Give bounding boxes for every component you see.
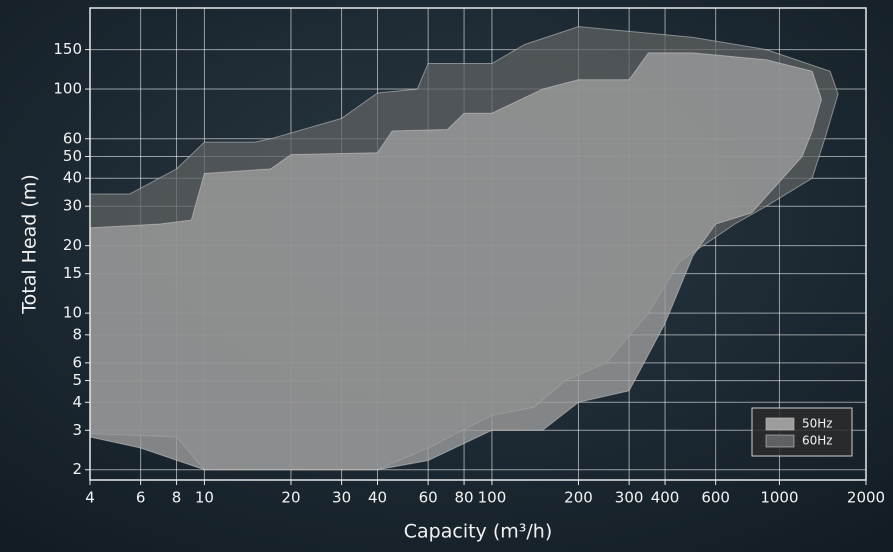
y-axis-title: Total Head (m) bbox=[19, 174, 41, 314]
areas bbox=[89, 26, 839, 471]
x-tick-label: 2000 bbox=[847, 489, 885, 507]
y-tick-label: 100 bbox=[53, 80, 82, 98]
legend-label: 50Hz bbox=[802, 417, 833, 431]
x-tick-label: 100 bbox=[478, 489, 507, 507]
x-tick-label: 40 bbox=[368, 489, 387, 507]
y-tick-label: 5 bbox=[72, 371, 82, 389]
y-tick-label: 15 bbox=[63, 264, 82, 282]
y-tick-label: 8 bbox=[72, 325, 82, 343]
y-tick-label: 60 bbox=[63, 129, 82, 147]
y-tick-label: 150 bbox=[53, 40, 82, 58]
ticks: 4 6 8 10 20 30 40 60 80 100 200 300 400 600 1000 200023… bbox=[53, 40, 885, 506]
y-tick-label: 2 bbox=[72, 460, 82, 478]
x-tick-label: 30 bbox=[332, 489, 351, 507]
x-tick-label: 4 bbox=[85, 489, 95, 507]
y-tick-label: 10 bbox=[63, 304, 82, 322]
x-axis-title: Capacity (m³/h) bbox=[404, 521, 552, 543]
y-tick-label: 50 bbox=[63, 147, 82, 165]
legend-box bbox=[751, 407, 853, 457]
x-tick-label: 600 bbox=[701, 489, 730, 507]
legend-swatch bbox=[765, 417, 795, 431]
y-tick-label: 6 bbox=[72, 353, 82, 371]
x-tick-label: 8 bbox=[172, 489, 182, 507]
coverage-area bbox=[89, 52, 823, 471]
x-tick-label: 10 bbox=[195, 489, 214, 507]
y-tick-label: 3 bbox=[72, 421, 82, 439]
y-tick-label: 4 bbox=[72, 393, 82, 411]
x-tick-label: 60 bbox=[419, 489, 438, 507]
x-tick-label: 20 bbox=[281, 489, 300, 507]
legend: 50Hz 60Hz bbox=[751, 407, 853, 457]
x-tick-label: 300 bbox=[615, 489, 644, 507]
legend-label: 60Hz bbox=[802, 434, 833, 448]
x-tick-label: 1000 bbox=[760, 489, 798, 507]
y-tick-label: 40 bbox=[63, 169, 82, 187]
y-tick-label: 30 bbox=[63, 197, 82, 215]
x-tick-label: 80 bbox=[455, 489, 474, 507]
x-tick-label: 6 bbox=[136, 489, 146, 507]
y-tick-label: 20 bbox=[63, 236, 82, 254]
x-tick-label: 200 bbox=[564, 489, 593, 507]
x-tick-label: 400 bbox=[651, 489, 680, 507]
plot-frame bbox=[89, 7, 867, 481]
legend-swatch bbox=[765, 434, 795, 448]
